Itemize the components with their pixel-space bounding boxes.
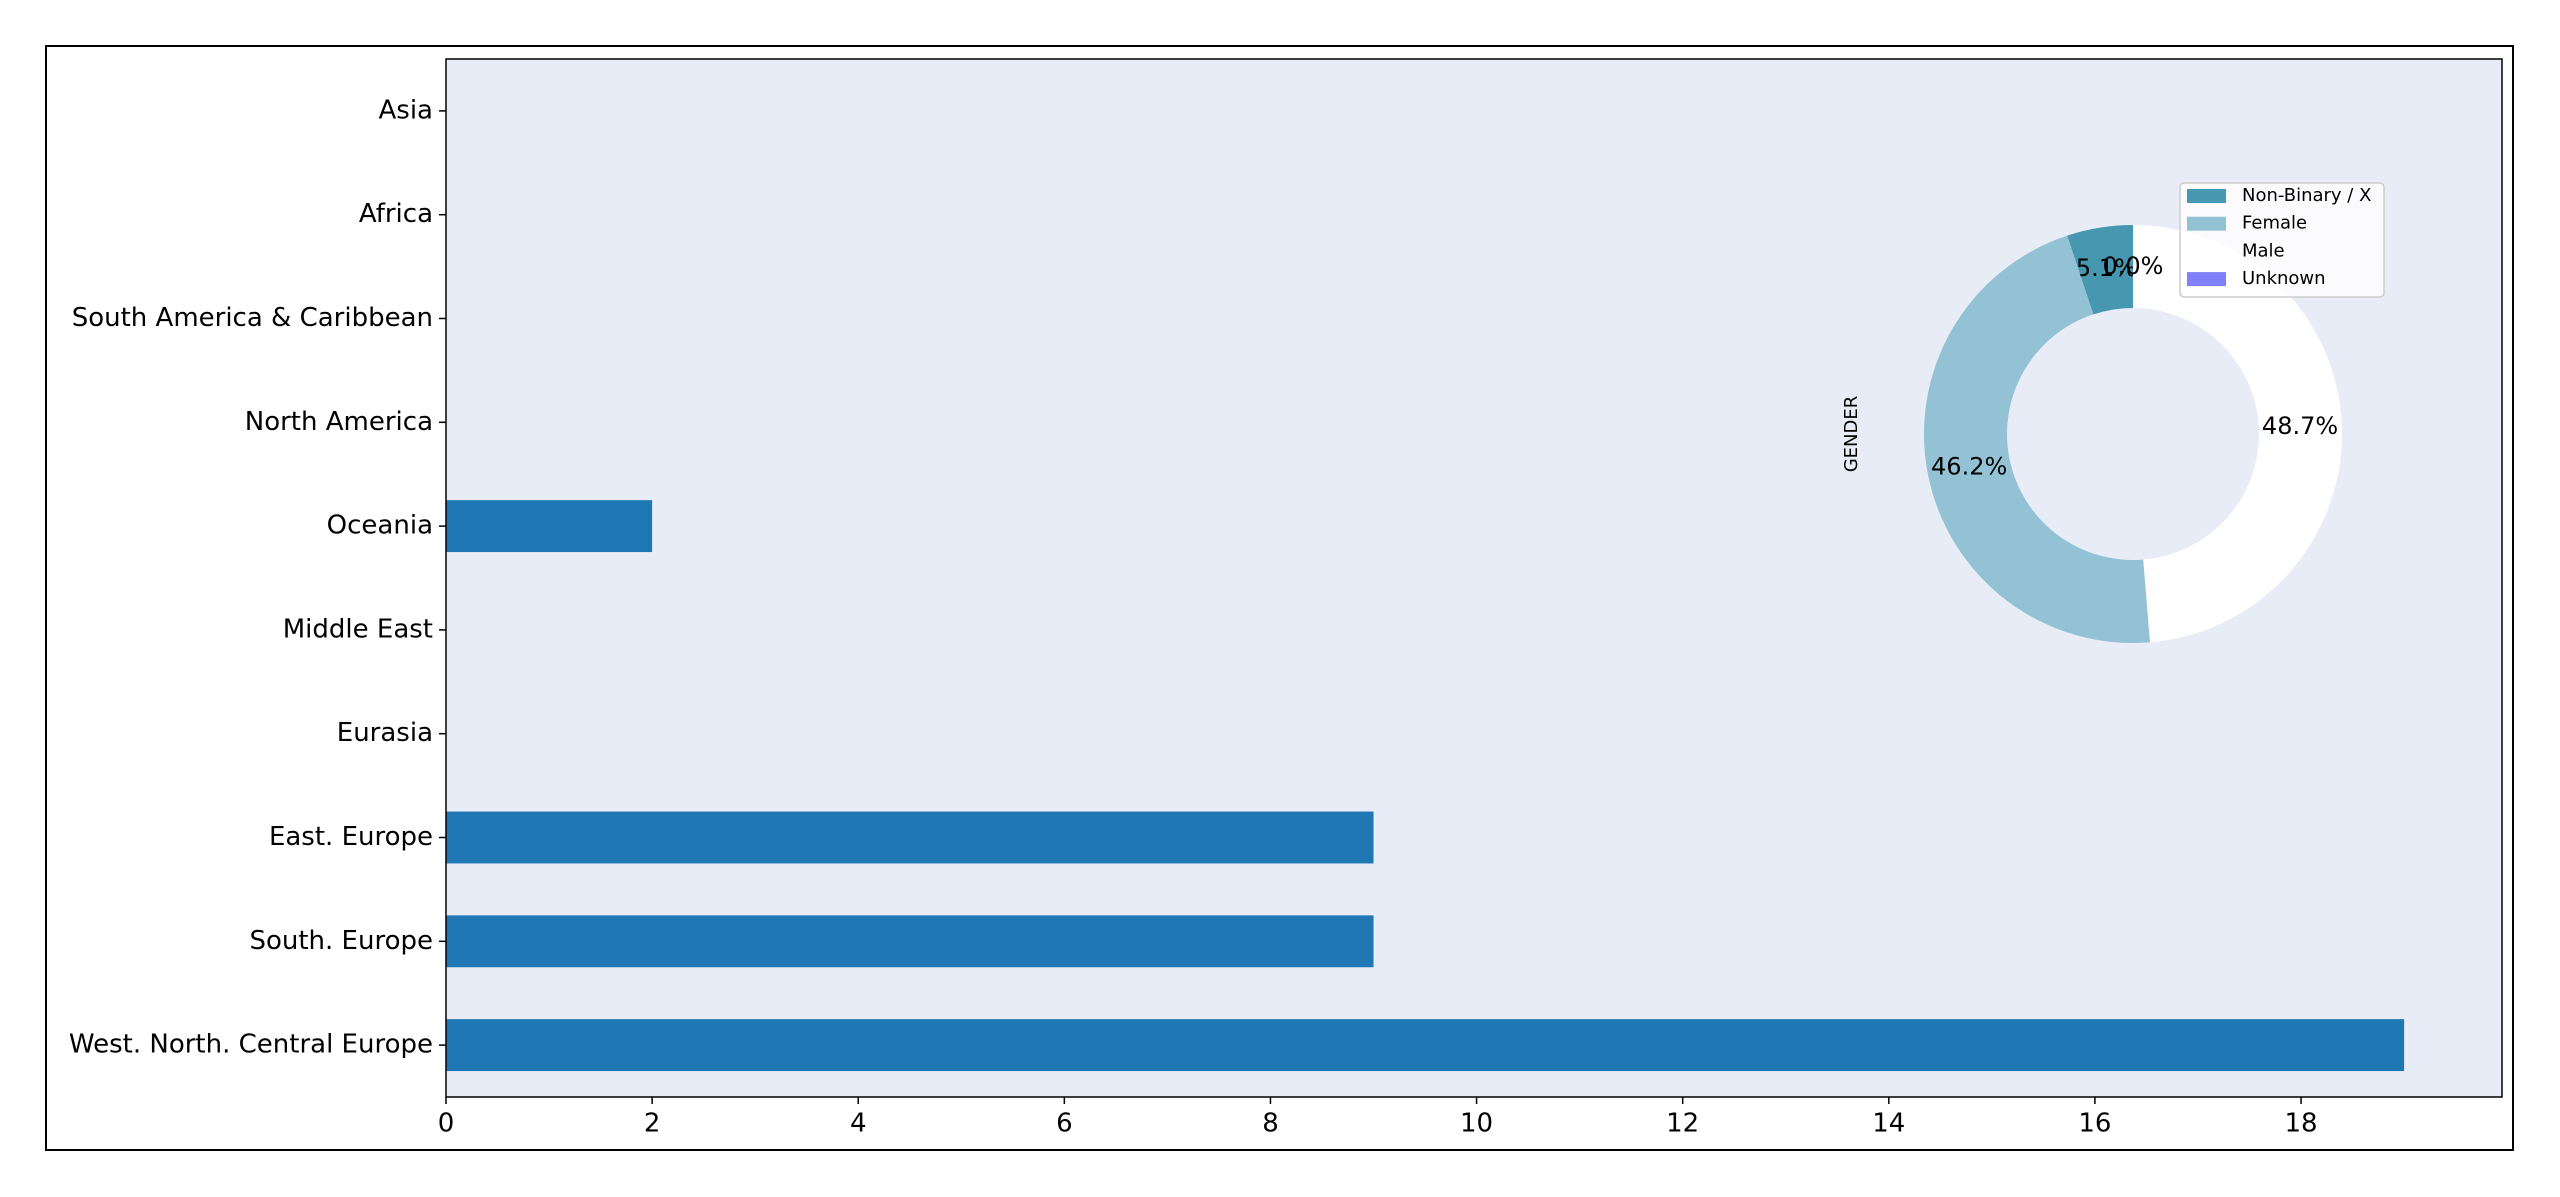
pie-ylabel: GENDER [1841,396,1862,473]
wedge-label: 0.0% [2103,252,2164,280]
bar [446,500,653,553]
legend-label: Female [2242,213,2307,234]
axes-frame [445,58,2503,1098]
y-tick-label: South. Europe [249,926,433,956]
donut-wedge [2067,225,2133,315]
x-tick-label: 18 [2284,1109,2317,1139]
x-tick-label: 16 [2078,1109,2111,1139]
legend-swatch [2187,189,2226,203]
legend-swatch [2187,216,2226,231]
y-tick-label: Oceania [327,511,433,541]
y-tick-label: East. Europe [269,822,433,852]
y-tick-label: North America [245,407,433,437]
x-tick-label: 4 [850,1109,867,1139]
y-tick-label: Asia [379,95,434,125]
donut-wedge [1924,235,2151,643]
y-tick-label: Middle East [283,614,433,644]
bar [446,1019,2405,1072]
x-tick-label: 2 [644,1109,661,1139]
wedge-label: 5.1% [2076,254,2137,282]
legend-label: Male [2242,240,2285,261]
legend-label: Non-Binary / X [2242,185,2371,206]
y-tick-label: West. North. Central Europe [69,1030,433,1060]
x-tick-label: 14 [1872,1109,1905,1139]
wedge-label: 46.2% [1931,452,2007,480]
x-tick-label: 8 [1262,1109,1279,1139]
donut-wedge [2133,225,2342,643]
y-tick-label: Africa [359,199,433,229]
x-tick-label: 0 [438,1109,455,1139]
bar [446,811,1374,864]
legend-swatch [2187,244,2226,259]
wedge-label: 48.7% [2262,412,2338,440]
x-tick-label: 6 [1056,1109,1073,1139]
x-tick-label: 10 [1460,1109,1493,1139]
legend-label: Unknown [2242,268,2326,289]
y-tick-label: South America & Caribbean [72,303,433,333]
y-tick-label: Eurasia [337,718,433,748]
legend-swatch [2187,272,2226,287]
bar [446,915,1374,968]
x-tick-label: 12 [1666,1109,1699,1139]
legend-frame [2179,182,2385,298]
